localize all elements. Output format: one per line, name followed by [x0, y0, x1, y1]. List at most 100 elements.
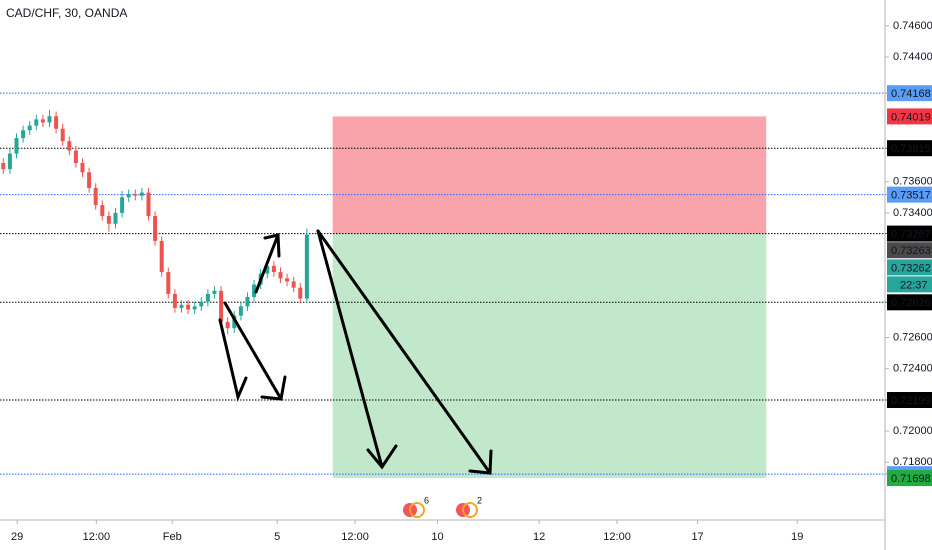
x-tick-label: Feb — [163, 531, 182, 543]
candle-body — [278, 272, 283, 279]
candle-body — [166, 272, 171, 294]
candle-body — [27, 125, 32, 131]
candle-body — [212, 290, 217, 294]
stop-zone — [332, 116, 767, 234]
y-tick-label: 0.74600 — [893, 20, 932, 32]
x-tick-label: 12:00 — [83, 531, 111, 543]
candle-body — [179, 304, 184, 308]
arrow-up — [254, 233, 281, 294]
candle-body — [60, 128, 65, 142]
position-tag-label: 0.71698 — [891, 473, 931, 485]
candle-body — [40, 119, 45, 123]
price-tag — [887, 259, 932, 276]
candle-body — [93, 187, 98, 206]
candle-body — [73, 150, 78, 163]
level-tag-label: 0.73815 — [891, 143, 931, 155]
countdown-tag — [887, 276, 932, 293]
arrow-down — [223, 301, 287, 401]
y-tick-label: 0.73400 — [893, 207, 932, 219]
y-tick-label: 0.71800 — [893, 456, 932, 468]
candle-body — [133, 194, 138, 196]
candle-body — [232, 315, 237, 329]
axes: 0.74168 0.73815 0.73517 0.73267 0.72826 0.721… — [11, 20, 932, 543]
candle-body — [271, 265, 276, 273]
chart-title: CAD/CHF, 30, OANDA — [6, 6, 127, 20]
level-tag — [887, 140, 932, 157]
candle-body — [1, 162, 6, 170]
plot-area — [0, 92, 932, 479]
arrow-down — [316, 229, 398, 470]
candle-body — [265, 265, 270, 274]
candle-body — [238, 306, 243, 316]
candle-body — [113, 212, 118, 224]
candle-body — [120, 197, 125, 213]
candle-body — [304, 234, 309, 299]
event-count: 6 — [424, 495, 429, 505]
y-tick-label: 0.72400 — [893, 363, 932, 375]
level-tag — [887, 294, 932, 311]
candle-body — [219, 290, 224, 322]
candle-body — [139, 192, 144, 196]
y-tick-label: 0.72000 — [893, 425, 932, 437]
level-tag-label: 0.74168 — [891, 88, 931, 100]
x-tick-label: 17 — [691, 531, 703, 543]
level-tag — [887, 186, 932, 203]
price-tag — [887, 242, 932, 259]
candle-body — [47, 116, 52, 123]
candle-body — [245, 297, 250, 307]
x-tick-label: 5 — [274, 531, 280, 543]
candle-body — [159, 240, 164, 273]
price-tag-label: 0.73263 — [891, 245, 931, 257]
candle-body — [87, 172, 92, 188]
countdown-label: 22:37 — [900, 279, 928, 291]
level-tag — [887, 225, 932, 242]
candle-body — [225, 321, 230, 329]
event-icon-back — [462, 502, 478, 518]
target-zone — [332, 233, 767, 479]
x-tick-label: 12:00 — [341, 531, 369, 543]
candle-body — [252, 284, 257, 298]
level-tag-label: 0.73267 — [891, 228, 931, 240]
x-tick-label: 19 — [791, 531, 803, 543]
level-tag — [887, 392, 932, 409]
position-tag — [887, 470, 932, 487]
x-tick-label: 10 — [431, 531, 443, 543]
event-count: 2 — [477, 495, 482, 505]
y-tick-label: 0.72600 — [893, 331, 932, 343]
candle-body — [106, 215, 111, 224]
level-tag-label: 0.72199 — [891, 395, 931, 407]
candle-body — [172, 293, 177, 308]
candle-body — [7, 153, 12, 170]
y-tick-label: 0.73600 — [893, 176, 932, 188]
level-tag — [887, 85, 932, 102]
candle-body — [298, 287, 303, 299]
candle-body — [80, 162, 85, 173]
x-tick-label: 29 — [11, 531, 23, 543]
candle-body — [192, 306, 197, 310]
candle-body — [153, 215, 158, 241]
candle-body — [291, 281, 296, 288]
candle-body — [21, 130, 26, 139]
candle-body — [146, 192, 151, 216]
event-icon-back — [409, 502, 425, 518]
price-tag-label: 0.73262 — [891, 262, 931, 274]
candle-body — [34, 119, 39, 126]
arrow-down — [316, 229, 493, 475]
candle-body — [67, 141, 72, 151]
level-tag-label: 0.72826 — [891, 297, 931, 309]
arrow-down — [218, 318, 248, 402]
candle-body — [54, 116, 59, 129]
position-tag — [887, 108, 932, 125]
drawings — [218, 229, 493, 475]
candle-body — [285, 278, 290, 282]
candle-body — [205, 293, 210, 302]
level-tag-label: 0.73517 — [891, 190, 931, 202]
x-tick-label: 12:00 — [603, 531, 631, 543]
candle-body — [14, 138, 19, 154]
candle-body — [199, 301, 204, 307]
x-tick-label: 12 — [533, 531, 545, 543]
candle-body — [100, 205, 105, 216]
